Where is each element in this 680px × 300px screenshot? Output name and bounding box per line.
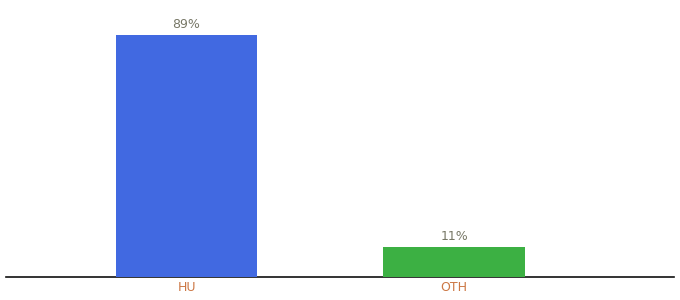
Text: 11%: 11% <box>440 230 468 243</box>
Text: 89%: 89% <box>173 18 201 31</box>
Bar <box>116 35 257 277</box>
Bar <box>384 247 525 277</box>
